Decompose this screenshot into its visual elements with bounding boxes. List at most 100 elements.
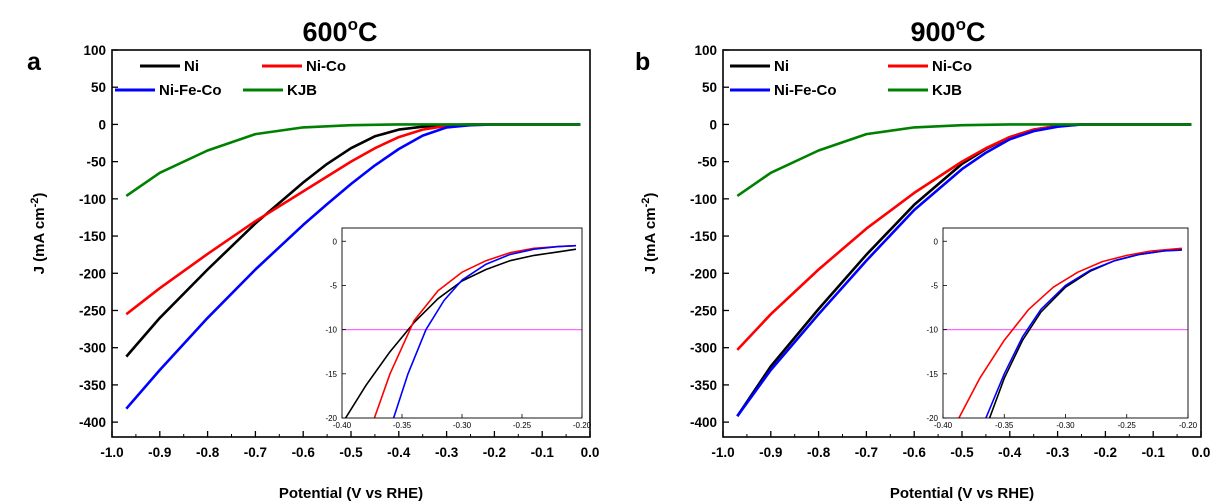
inset-x-tick-label: -0.20	[573, 421, 592, 430]
inset-y-tick-label: -20	[325, 414, 337, 423]
inset-y-tick-label: -5	[330, 281, 338, 290]
x-tick-label: -0.9	[759, 445, 782, 460]
chart-title-sup: o	[348, 15, 358, 34]
inset-series-line-ni-fe-co	[985, 249, 1182, 418]
series-line-ni-fe-co	[736, 123, 1192, 417]
x-tick-label: -0.2	[483, 445, 506, 460]
x-tick-label: -0.5	[339, 445, 363, 460]
y-axis-label: J (mA cm-2)	[640, 193, 659, 275]
y-tick-label: -50	[86, 155, 106, 170]
y-tick-label: -100	[79, 192, 106, 207]
legend-label-kjb: KJB	[932, 82, 962, 99]
panel-a: a 600oC -1.0 -0.9 -0.8 -0.7 -0.6 -0.5 -0.4 -0.3 -0…	[27, 15, 599, 502]
panel-b: b 900oC -1.0 -0.9 -0.8 -0.7 -0.6 -0.5 -0.4 -0.3 -0…	[635, 15, 1210, 502]
legend-label-ni-fe-co: Ni-Fe-Co	[774, 82, 837, 99]
inset-plot-area	[943, 247, 1188, 418]
inset-series-line-ni-co	[958, 247, 1182, 418]
y-axis-label-sup: -2	[29, 198, 41, 208]
x-tick-label: -0.3	[1046, 445, 1070, 460]
y-tick-label: -50	[697, 155, 717, 170]
chart-title-value: 900	[911, 17, 956, 47]
inset-y-tick-label: 0	[934, 237, 939, 246]
legend-label-ni: Ni	[184, 58, 199, 75]
plot-area	[736, 123, 1192, 417]
inset-x-tick-label: -0.35	[995, 421, 1014, 430]
inset: -0.40 -0.35 -0.30 -0.25 -0.20 0 -5 -10 -15 -20	[325, 227, 592, 430]
inset-x-tick-label: -0.30	[453, 421, 472, 430]
y-tick-label: -300	[79, 341, 106, 356]
inset-series-line-ni-fe-co	[392, 244, 577, 418]
y-tick-label: -400	[79, 415, 106, 430]
chart-title-unit: C	[358, 17, 378, 47]
chart-title-unit: C	[966, 17, 986, 47]
inset-x-tick-label: -0.25	[1118, 421, 1137, 430]
inset-x-tick-label: -0.40	[934, 421, 953, 430]
x-tick-label: 0.0	[1192, 445, 1211, 460]
x-tick-label: -0.4	[998, 445, 1022, 460]
y-tick-label: -300	[690, 341, 717, 356]
x-tick-label: -0.1	[1142, 445, 1166, 460]
x-tick-label: -0.5	[950, 445, 974, 460]
inset: -0.40 -0.35 -0.30 -0.25 -0.20 0 -5 -10 -15 -20	[926, 227, 1198, 430]
x-tick-label: -0.4	[387, 445, 411, 460]
chart-title-sup: o	[956, 15, 966, 34]
x-tick-label: -0.3	[435, 445, 459, 460]
x-tick-label: -0.8	[196, 445, 220, 460]
x-tick-label: -1.0	[100, 445, 123, 460]
x-tick-label: -0.7	[855, 445, 878, 460]
x-tick-label: -1.0	[711, 445, 734, 460]
y-tick-label: -200	[690, 266, 717, 281]
legend-label-ni-co: Ni-Co	[306, 58, 346, 75]
x-axis-label: Potential (V vs RHE)	[279, 485, 423, 502]
x-tick-label: -0.2	[1094, 445, 1117, 460]
inset-y-tick-label: -15	[926, 370, 938, 379]
y-tick-label: 0	[98, 117, 106, 132]
y-axis-label: J (mA cm-2)	[29, 193, 48, 275]
inset-y-tick-label: -5	[931, 281, 939, 290]
series-line-ni-co	[125, 123, 581, 316]
inset-x-tick-label: -0.40	[333, 421, 352, 430]
y-tick-label: 50	[91, 80, 106, 95]
chart-title-value: 600	[303, 17, 348, 47]
y-tick-label: -100	[690, 192, 717, 207]
x-tick-label: -0.1	[531, 445, 555, 460]
legend-label-ni-fe-co: Ni-Fe-Co	[159, 82, 222, 99]
y-tick-label: 100	[83, 43, 106, 58]
y-axis-label-end: )	[31, 193, 48, 198]
y-tick-label: -400	[690, 415, 717, 430]
y-tick-label: -150	[79, 229, 106, 244]
x-tick-label: -0.9	[148, 445, 171, 460]
x-tick-label: -0.6	[903, 445, 927, 460]
y-tick-label: 50	[702, 80, 717, 95]
inset-y-tick-label: -20	[926, 414, 938, 423]
legend-label-ni: Ni	[774, 58, 789, 75]
chart-title: 600oC	[303, 15, 378, 47]
x-tick-label: -0.8	[807, 445, 831, 460]
y-tick-label: -350	[79, 378, 106, 393]
legend-label-ni-co: Ni-Co	[932, 58, 972, 75]
y-axis-label-end: )	[642, 193, 659, 198]
panel-letter: b	[635, 48, 650, 76]
x-axis-label: Potential (V vs RHE)	[890, 485, 1034, 502]
y-tick-label: -200	[79, 266, 106, 281]
y-tick-label: 0	[709, 117, 717, 132]
legend-label-kjb: KJB	[287, 82, 317, 99]
y-axis-label-text: J (mA cm	[642, 207, 659, 274]
y-axis-label-text: J (mA cm	[31, 207, 48, 274]
x-tick-label: 0.0	[581, 445, 600, 460]
y-tick-label: -150	[690, 229, 717, 244]
inset-plot-area	[342, 244, 582, 418]
y-axis-label-sup: -2	[640, 198, 652, 208]
inset-x-tick-label: -0.35	[393, 421, 412, 430]
inset-x-tick-label: -0.30	[1056, 421, 1075, 430]
plot-area	[125, 123, 581, 410]
panel-letter: a	[27, 48, 42, 76]
series-line-kjb	[125, 123, 581, 197]
inset-x-tick-label: -0.20	[1179, 421, 1198, 430]
inset-y-tick-label: -10	[325, 326, 337, 335]
x-tick-label: -0.6	[292, 445, 316, 460]
inset-y-tick-label: 0	[333, 237, 338, 246]
chart-title: 900oC	[911, 15, 986, 47]
y-tick-label: -350	[690, 378, 717, 393]
